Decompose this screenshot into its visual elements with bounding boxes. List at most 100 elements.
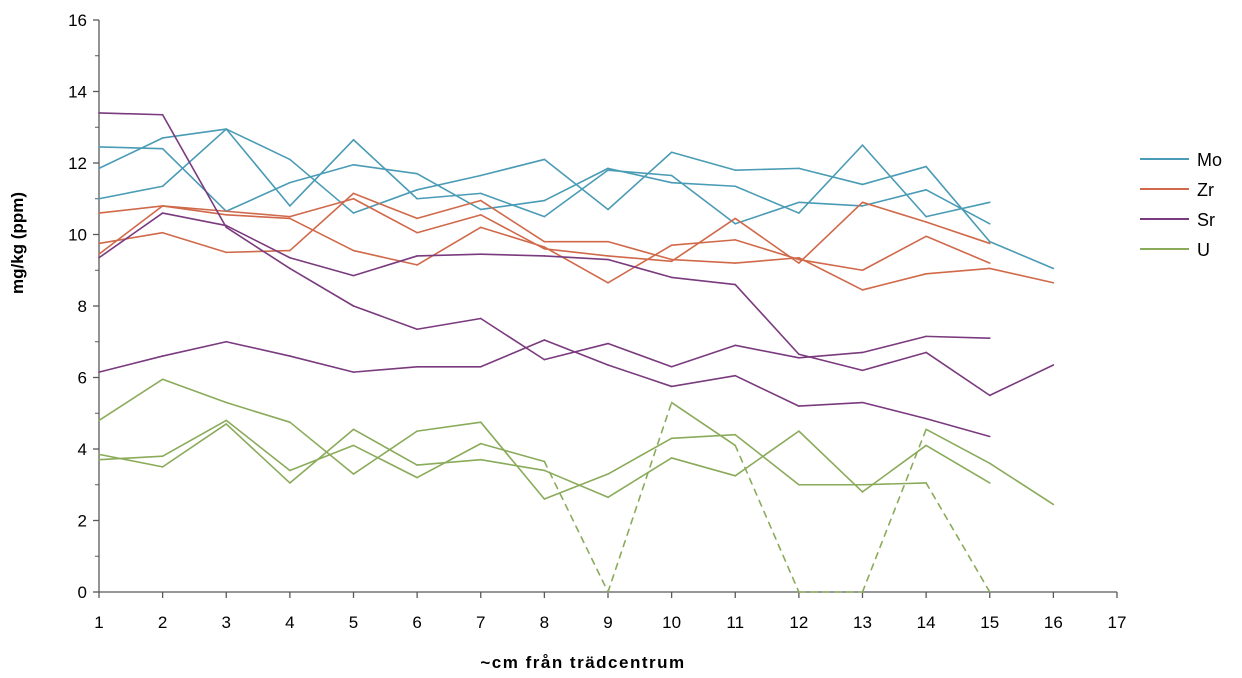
series-segment (607, 401, 673, 593)
series-sr-line (98, 339, 991, 438)
series-segment (861, 144, 927, 218)
series-sr-line (98, 112, 991, 368)
series-segment (352, 189, 418, 214)
series-segment (543, 460, 609, 593)
series-segment (798, 353, 864, 372)
series-segment (225, 128, 291, 207)
series-segment (734, 344, 800, 359)
series-segment (607, 151, 673, 211)
series-segment (225, 210, 291, 218)
series-segment (289, 197, 355, 218)
series-segment (798, 201, 864, 207)
x-tick-label: 12 (789, 613, 808, 632)
series-segment (98, 455, 164, 461)
series-segment (225, 128, 291, 161)
series-segment (798, 258, 864, 272)
series-segment (289, 444, 355, 472)
x-tick-label: 15 (980, 613, 999, 632)
y-tick-label: 2 (78, 512, 87, 531)
series-segment (925, 444, 991, 484)
series-segment (861, 335, 927, 354)
series-segment (925, 201, 991, 218)
series-segment (98, 137, 164, 170)
series-segment (543, 158, 609, 211)
series-segment (289, 217, 355, 252)
series-segment (543, 255, 609, 261)
legend-label: Mo (1197, 150, 1222, 170)
series-segment (670, 276, 737, 286)
series-segment (98, 185, 164, 200)
legend-item-mo: Mo (1140, 150, 1222, 170)
series-segment (670, 151, 737, 171)
series-segment (734, 256, 800, 264)
series-segment (479, 226, 546, 248)
series-segment (479, 158, 546, 177)
x-tick-label: 6 (412, 613, 421, 632)
y-tick-label: 8 (78, 297, 87, 316)
series-segment (734, 185, 800, 214)
series-segment (988, 364, 1055, 397)
x-tick-label: 9 (603, 613, 612, 632)
series-segment (416, 421, 482, 432)
series-segment (479, 192, 546, 218)
series-segment (289, 138, 355, 207)
series-sr-line (98, 212, 1055, 397)
series-segment (98, 205, 164, 214)
series-segment (352, 444, 418, 479)
series-segment (861, 444, 927, 493)
series-segment (161, 205, 228, 216)
series-segment (543, 339, 609, 366)
series-segment (289, 267, 355, 307)
series-segment (98, 146, 164, 150)
series-segment (925, 482, 991, 593)
series-segment (861, 351, 927, 372)
series-segment (352, 192, 418, 220)
series-segment (416, 317, 482, 331)
series-segment (161, 147, 228, 213)
series-segment (670, 217, 737, 263)
series-segment (161, 340, 228, 357)
series-segment (861, 189, 927, 207)
y-tick-label: 10 (68, 226, 87, 245)
y-tick-label: 14 (68, 83, 87, 102)
series-segment (98, 205, 164, 255)
x-tick-label: 4 (285, 613, 294, 632)
series-segment (289, 428, 355, 484)
series-segment (925, 428, 991, 465)
series-segment (925, 189, 991, 225)
series-segment (225, 224, 291, 259)
legend-label: Zr (1197, 180, 1214, 200)
series-segment (225, 226, 291, 270)
series-segment (161, 128, 228, 188)
series-mo-line (98, 128, 1055, 270)
series-segment (607, 240, 673, 261)
series-segment (98, 212, 164, 259)
legend-item-sr: Sr (1140, 210, 1215, 230)
series-segment (734, 444, 800, 593)
series-segment (225, 401, 291, 423)
series-segment (798, 201, 864, 264)
series-segment (734, 433, 800, 486)
series-segment (607, 437, 673, 475)
series-zr-line (98, 205, 991, 284)
series-segment (161, 378, 228, 404)
series-segment (289, 256, 355, 277)
series-segment (479, 339, 546, 368)
plot-lines (98, 112, 1055, 593)
series-segment (734, 430, 800, 477)
series-segment (925, 335, 991, 339)
series-segment (734, 374, 800, 407)
series-segment (670, 457, 737, 477)
series-mo-line (98, 128, 991, 225)
series-segment (225, 181, 291, 213)
series-segment (607, 255, 673, 263)
x-tick-label: 11 (726, 613, 744, 632)
series-segment (161, 128, 228, 139)
series-segment (670, 374, 737, 388)
series-segment (798, 401, 864, 407)
series-segment (479, 458, 546, 472)
legend: Mo Zr Sr U (1140, 150, 1222, 260)
series-segment (416, 174, 482, 191)
series-segment (670, 401, 737, 447)
